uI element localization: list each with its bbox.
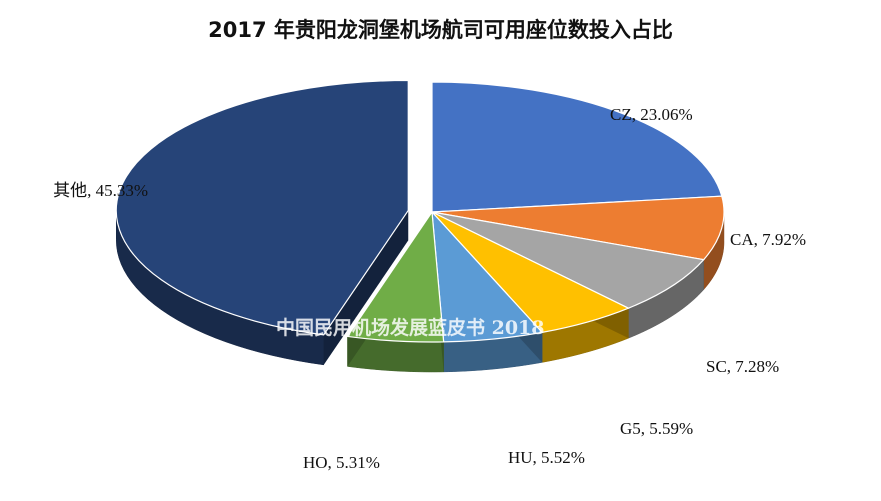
pie-labels: CZ, 23.06% CA, 7.92% SC, 7.28% G5, 5.59% HU,…	[53, 105, 806, 472]
data-label-ho: HO, 5.31%	[303, 453, 380, 472]
data-label-g5: G5, 5.59%	[620, 419, 693, 438]
data-label-cz: CZ, 23.06%	[610, 105, 693, 124]
pie-slice-cz	[431, 81, 723, 213]
watermark-text: 中国民用机场发展蓝皮书 2018	[276, 316, 545, 339]
data-label-hu: HU, 5.52%	[508, 448, 585, 467]
data-label-sc: SC, 7.28%	[706, 357, 779, 376]
pie-slice-other	[115, 79, 409, 336]
chart-title: 2017 年贵阳龙洞堡机场航司可用座位数投入占比	[208, 18, 673, 42]
pie-slice-sc	[431, 211, 705, 309]
pie-slice-ho	[346, 210, 445, 343]
pie-tops	[115, 79, 725, 343]
data-label-other: 其他, 45.33%	[53, 181, 148, 200]
data-label-ca: CA, 7.92%	[730, 230, 806, 249]
pie-slice-ca	[431, 195, 725, 261]
pie-cut-other-0	[323, 210, 409, 365]
